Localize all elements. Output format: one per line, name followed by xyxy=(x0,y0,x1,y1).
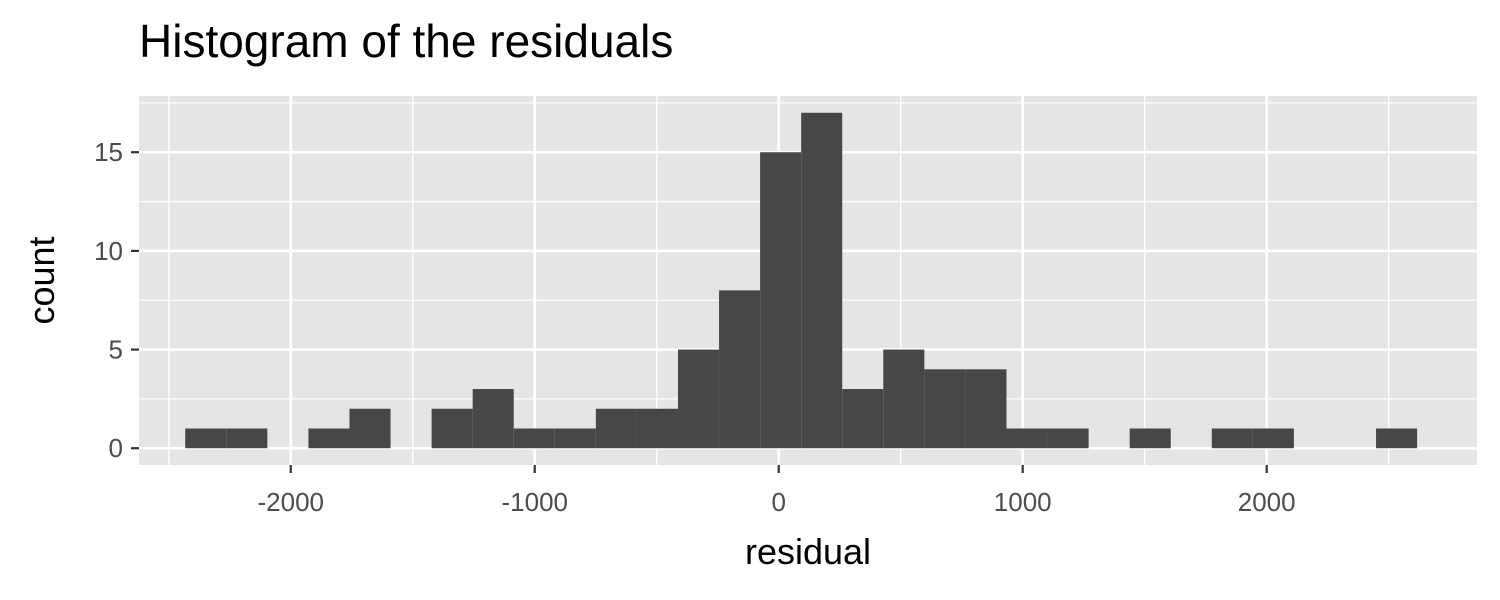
histogram-bar xyxy=(308,428,350,449)
y-tick-label: 0 xyxy=(109,433,123,463)
histogram-bar xyxy=(472,389,514,449)
histogram-bar xyxy=(1047,428,1089,449)
histogram-bar xyxy=(883,349,925,449)
histogram-bar xyxy=(595,408,637,449)
y-tick-label: 10 xyxy=(94,236,123,266)
histogram-bar xyxy=(185,428,227,449)
x-tick-label: 0 xyxy=(771,487,785,517)
histogram-bar xyxy=(1211,428,1253,449)
histogram-bar xyxy=(1006,428,1048,449)
y-axis: 0 5 10 15 xyxy=(94,137,139,463)
histogram-bar xyxy=(636,408,678,449)
x-tick-label: -1000 xyxy=(501,487,568,517)
chart-title: Histogram of the residuals xyxy=(139,15,674,67)
histogram-bar xyxy=(965,369,1007,449)
histogram-bar xyxy=(349,408,391,449)
histogram-bar xyxy=(842,389,884,449)
histogram-bars xyxy=(185,112,1418,449)
x-tick-label: -2000 xyxy=(258,487,325,517)
y-tick-label: 15 xyxy=(94,137,123,167)
histogram-bar xyxy=(677,349,720,449)
x-tick-label: 1000 xyxy=(994,487,1052,517)
histogram-bar xyxy=(719,290,761,449)
histogram-bar xyxy=(431,408,473,449)
x-axis-title: residual xyxy=(745,531,871,572)
histogram-bar xyxy=(1376,428,1418,449)
histogram-bar xyxy=(554,428,596,449)
histogram-bar xyxy=(924,369,966,449)
histogram-bar xyxy=(226,428,268,449)
histogram-bar xyxy=(1252,428,1294,449)
x-tick-label: 2000 xyxy=(1238,487,1296,517)
x-axis: -2000 -1000 0 1000 2000 xyxy=(258,465,1296,517)
histogram-bar xyxy=(760,152,802,449)
histogram-bar xyxy=(513,428,555,449)
histogram-bar xyxy=(801,112,843,449)
y-axis-title: count xyxy=(21,236,62,324)
y-tick-label: 5 xyxy=(109,335,123,365)
histogram-bar xyxy=(1129,428,1171,449)
